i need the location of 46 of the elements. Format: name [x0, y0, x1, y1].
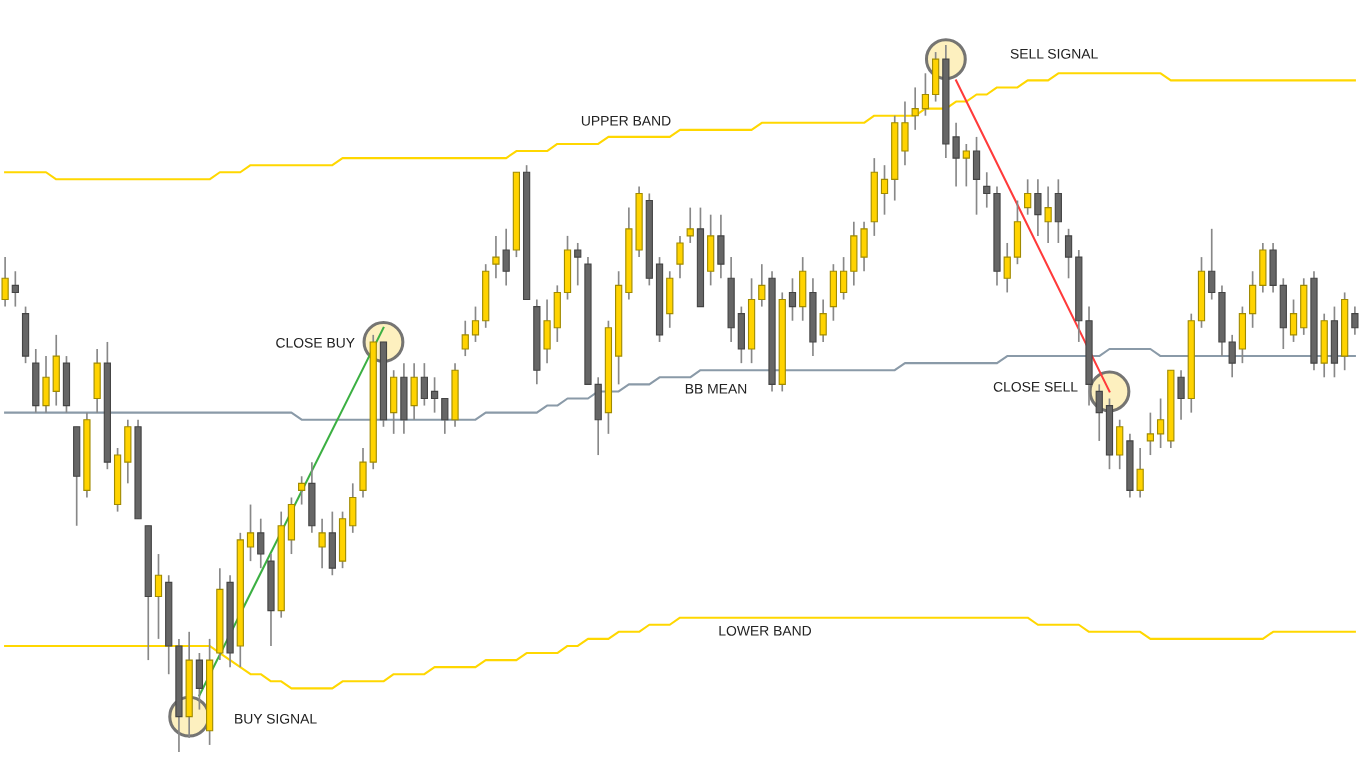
candlestick	[962, 143, 970, 188]
candlestick	[461, 319, 469, 357]
candlestick	[441, 397, 449, 435]
candlestick	[911, 86, 919, 131]
candlestick	[318, 517, 326, 570]
candlestick	[880, 164, 889, 216]
annotation: BB MEAN	[685, 384, 747, 394]
candlestick	[11, 270, 19, 308]
candlestick	[983, 171, 991, 209]
candlestick	[574, 242, 582, 287]
candlestick	[1146, 411, 1154, 456]
candlestick	[246, 503, 255, 562]
candlestick	[1177, 369, 1185, 421]
candlestick	[1228, 334, 1236, 379]
candlestick	[430, 376, 439, 414]
candlestick	[1289, 298, 1298, 343]
candlestick	[1, 256, 9, 308]
annotation: LOWER BAND	[719, 625, 812, 636]
candlestick	[1044, 185, 1052, 244]
annotation: SELL SIGNAL	[1010, 48, 1098, 59]
candlestick	[298, 475, 306, 506]
candlestick	[471, 305, 480, 343]
candlestick	[819, 298, 827, 343]
candlestick	[1024, 178, 1032, 216]
candlestick	[952, 121, 960, 188]
annotation: UPPER BAND	[581, 116, 671, 126]
candlestick	[420, 362, 428, 407]
candlestick	[154, 553, 163, 640]
candlestick	[1351, 305, 1359, 336]
candlestick	[492, 235, 500, 280]
candlestick	[1003, 242, 1011, 294]
annotation: CLOSE BUY	[276, 337, 355, 348]
candlestick	[686, 206, 694, 244]
candlestick	[788, 277, 797, 322]
candlestick	[1156, 397, 1165, 449]
candlestick	[839, 256, 848, 301]
annotation: CLOSE SELL	[993, 381, 1078, 392]
candlestick	[1034, 178, 1042, 237]
candlestick	[676, 235, 684, 280]
candlestick	[257, 517, 265, 570]
candlestick	[1208, 227, 1216, 301]
candlestick	[1136, 447, 1144, 499]
candlestick	[1064, 227, 1073, 280]
candlestick	[758, 263, 766, 308]
candlestick	[502, 227, 510, 287]
annotation: BUY SIGNAL	[235, 713, 317, 724]
